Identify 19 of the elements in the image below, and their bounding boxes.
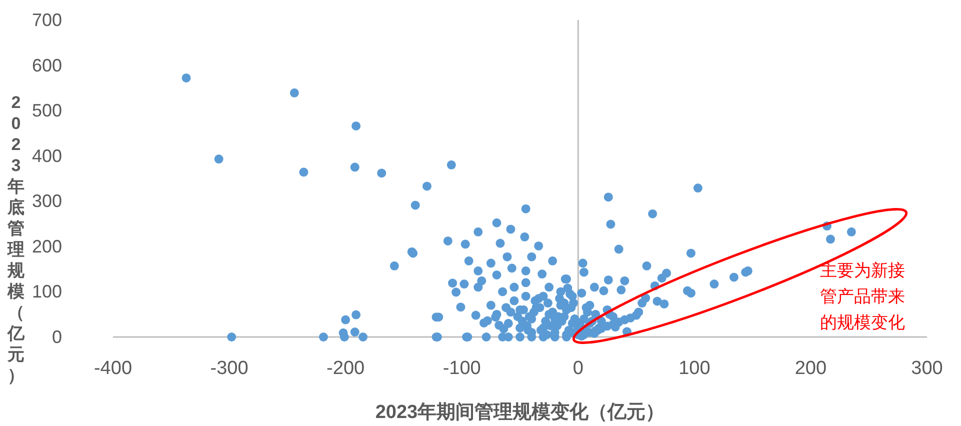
text: 2023年底管理规模（亿元）	[8, 93, 24, 385]
x-tick-label: -300	[210, 358, 248, 379]
x-axis-title: 2023年期间管理规模变化（亿元）	[375, 401, 665, 423]
y-tick-label: 300	[32, 191, 62, 212]
y-tick-label: 700	[32, 10, 62, 30]
y-tick-label: 600	[32, 55, 62, 76]
y-tick-label: 400	[32, 146, 62, 166]
x-tick-label: -400	[94, 358, 132, 379]
y-tick-label: 0	[52, 327, 62, 347]
x-tick-label: 100	[678, 358, 710, 379]
annotation: 主要为新接管产品带来的规模变化	[820, 261, 905, 333]
y-tick-label: 200	[32, 236, 62, 256]
x-tick-label: 0	[572, 358, 584, 379]
x-tick-label: 200	[794, 358, 827, 379]
x-tick-label: 300	[911, 358, 943, 379]
x-tick-label: -100	[442, 358, 481, 379]
y-tick-label: 100	[32, 282, 62, 302]
x-tick-label: -200	[326, 358, 365, 379]
y-tick-label: 500	[32, 100, 62, 121]
